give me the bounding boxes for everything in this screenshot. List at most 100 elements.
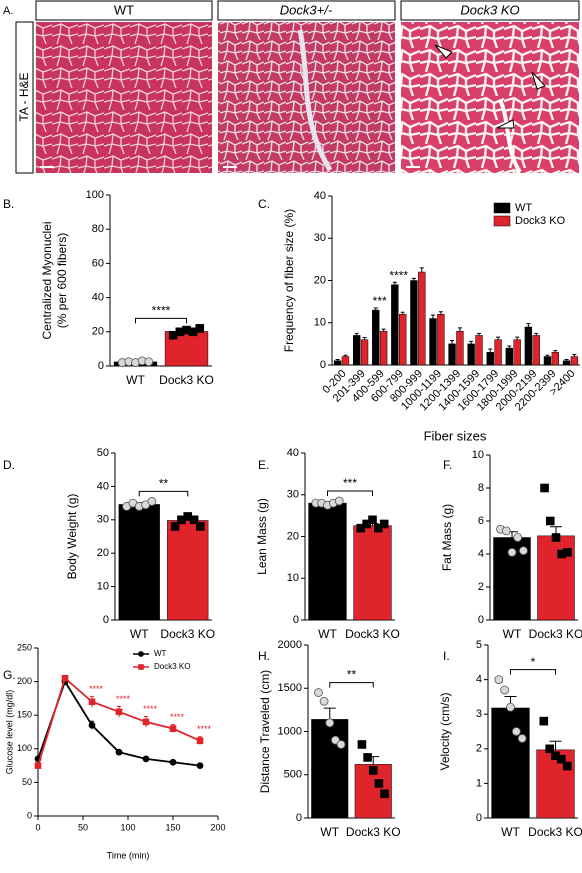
data-point [494, 675, 504, 684]
bar [379, 330, 388, 366]
y-tick-label: 30 [97, 514, 109, 526]
y-tick-label: 50 [22, 777, 32, 787]
y-axis-label: Body Weight (g) [65, 494, 79, 580]
error-bar [545, 354, 550, 357]
y-tick-label: 500 [284, 769, 302, 781]
significance-bracket [138, 490, 189, 497]
data-point [147, 497, 157, 506]
y-tick-label: 0 [476, 812, 482, 824]
data-point [507, 547, 517, 557]
x-tick-label: 100 [120, 822, 135, 832]
bar [118, 504, 160, 621]
x-tick-label: WT [126, 373, 145, 387]
error-bar [553, 350, 558, 353]
y-tick-label: 6 [478, 515, 484, 527]
bar [475, 335, 483, 366]
error-bar [526, 323, 531, 327]
x-tick-label: Dock3 KO [528, 825, 582, 839]
tissue-gap [297, 29, 333, 172]
data-point [563, 548, 572, 557]
error-bar [323, 707, 336, 720]
y-tick-label: 1 [476, 777, 482, 789]
data-point [115, 748, 123, 756]
bar [410, 280, 418, 366]
bar [418, 271, 426, 366]
data-point [88, 721, 96, 729]
bar [429, 318, 437, 366]
significance-bracket [135, 317, 187, 324]
tissue-gap [498, 99, 522, 174]
y-tick-label: 40 [92, 292, 104, 304]
legend-marker [138, 651, 144, 657]
data-point [517, 734, 527, 743]
error-bar [400, 311, 405, 315]
significance-bracket [510, 669, 556, 675]
data-point [545, 516, 555, 526]
error-bar [335, 359, 340, 361]
data-point [380, 789, 389, 799]
data-point [334, 496, 344, 506]
bar [456, 330, 464, 366]
bar [448, 343, 456, 366]
bar [308, 502, 347, 621]
data-point [539, 716, 549, 726]
y-axis-label: Distance Traveled (cm) [258, 670, 272, 793]
data-point [142, 755, 150, 763]
data-point [562, 761, 572, 771]
data-point [540, 483, 549, 493]
x-tick-label: Dock3 KO [529, 627, 582, 641]
significance: **** [116, 694, 131, 704]
error-bar [438, 311, 443, 315]
x-tick-label: Dock3 KO [346, 825, 401, 839]
histology-image [36, 22, 212, 173]
header-box [35, 0, 213, 21]
data-point [115, 708, 123, 716]
legend-label: Dock3 KO [154, 662, 190, 671]
error-bar [450, 339, 455, 344]
header: Dock3+/- [280, 2, 333, 17]
header: WT [114, 2, 134, 17]
error-bar [343, 354, 348, 357]
data-point [88, 698, 96, 706]
y-axis-label: Lean Mass (g) [255, 498, 269, 575]
x-tick-label: 200 [210, 822, 225, 832]
y-tick-label: 1500 [278, 682, 302, 694]
significance: ** [347, 668, 357, 682]
side-box [15, 21, 34, 174]
bar [543, 356, 552, 366]
panel-label: C. [258, 197, 270, 211]
panel-label: D. [3, 458, 15, 472]
y-tick-label: 10 [287, 572, 299, 584]
bar [467, 343, 475, 366]
y-tick-label: 0 [98, 360, 104, 372]
y-tick-label: 0 [320, 359, 326, 371]
y-tick-label: 20 [314, 274, 326, 286]
bar [333, 360, 342, 366]
bar [437, 314, 445, 366]
bar [524, 326, 533, 366]
panel-a: A. WT Dock3+/- Dock3 KO TA - H&E [3, 0, 580, 174]
bar [353, 525, 392, 621]
error-bar [354, 332, 359, 336]
histology-image [401, 22, 579, 173]
side-label: TA - H&E [17, 72, 31, 121]
y-tick-label: 8 [478, 482, 484, 494]
y-tick-label: 4 [476, 674, 482, 686]
y-tick-label: 2 [478, 581, 484, 593]
arrowhead [531, 71, 546, 90]
y-tick-label: 0 [27, 810, 32, 820]
panel-label: B. [3, 197, 14, 211]
bar [167, 520, 209, 621]
data-point [189, 515, 199, 525]
x-tick-label: WT [318, 627, 337, 641]
y-axis-label: Glucose level (mg/dl) [4, 690, 14, 775]
y-tick-label: 10 [472, 449, 484, 461]
error-bar [534, 332, 539, 336]
bar [562, 360, 571, 366]
bar [513, 339, 521, 366]
significance: **** [197, 724, 212, 734]
error-bar [362, 337, 367, 340]
data-point [170, 522, 180, 531]
data-point [501, 526, 511, 536]
legend-swatch [493, 215, 511, 227]
